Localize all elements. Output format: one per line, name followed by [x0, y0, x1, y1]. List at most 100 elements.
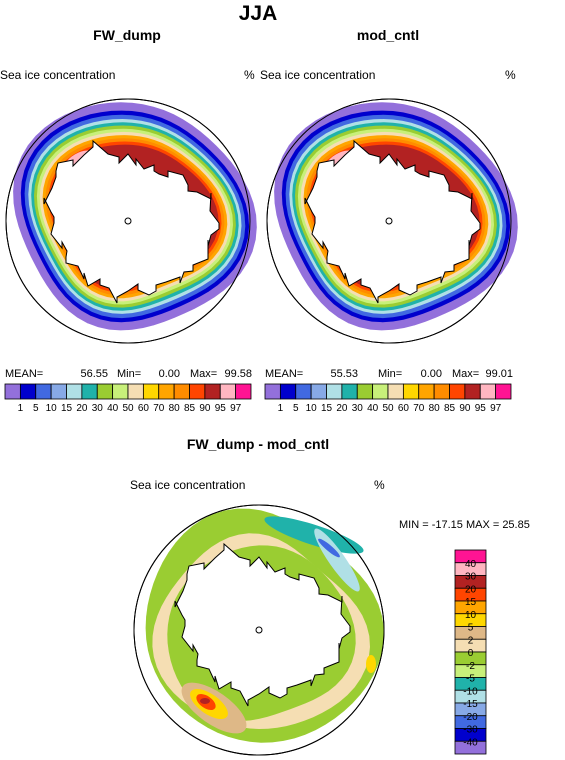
panel-3-colorbar-tick-label: -10	[463, 686, 478, 697]
panel-1-frame-outline	[5, 98, 251, 344]
panel-1-colorbar-swatch	[35, 383, 52, 400]
panel-2-colorbar-swatch	[341, 383, 358, 400]
panel-2-min-label: Min=	[378, 368, 402, 380]
panel-3-colorbar-tick-label: -15	[463, 699, 478, 710]
panel-3-colorbar-tick-label: 5	[468, 623, 474, 634]
panel-3-south-pole	[255, 626, 263, 634]
panel-3-title: FW_dump - mod_cntl	[187, 436, 329, 452]
panel-2-frame-outline	[266, 98, 512, 344]
panel-3-colorbar-tick-label: -20	[463, 712, 478, 723]
panel-1-colorbar-tick-label: 60	[138, 403, 150, 414]
panel-2-min-value: 0.00	[421, 368, 442, 380]
panel-2-max-label: Max=	[452, 368, 479, 380]
panel-2-colorbar-tick-label: 30	[352, 403, 364, 414]
panel-3-colorbar-tick-label: 40	[465, 559, 477, 570]
panel-3-colorbar-tick-label: 20	[465, 584, 477, 595]
panel-1-polar-map	[5, 98, 257, 344]
panel-2-mean-value: 55.53	[330, 368, 358, 380]
panel-1-max-value: 99.58	[224, 368, 252, 380]
diff-negative-patch	[264, 516, 364, 554]
panel-1-colorbar-swatch	[19, 383, 37, 400]
panel-2-max-value: 99.01	[485, 368, 513, 380]
panel-1-colorbar-tick-label: 40	[107, 403, 119, 414]
panel-1-colorbar: 1 5 10 15 20 30 40 50 60 70 80 85 90 95 97	[4, 383, 252, 414]
panel-2-unit-label: %	[505, 68, 516, 82]
panel-1-colorbar-swatch	[81, 383, 98, 400]
panel-3-frame-outline	[133, 504, 385, 756]
panel-2-colorbar-tick-label: 95	[475, 403, 487, 414]
panel-2-colorbar-tick-label: 70	[413, 403, 425, 414]
panel-1-colorbar-swatch	[158, 383, 175, 400]
panel-3-colorbar-tick-label: -30	[463, 725, 478, 736]
panel-1-variable-label: Sea ice concentration	[0, 68, 115, 82]
panel-1-colorbar-swatch	[112, 383, 129, 400]
panel-2-colorbar-tick-label: 20	[336, 403, 348, 414]
panel-1-colorbar-swatch	[96, 383, 114, 400]
panel-3-polar-map	[133, 504, 385, 756]
panel-3-variable-label: Sea ice concentration	[130, 478, 245, 492]
panel-2-variable-label: Sea ice concentration	[260, 68, 375, 82]
panel-1-colorbar-tick-label: 70	[153, 403, 165, 414]
panel-1-min-value: 0.00	[159, 368, 180, 380]
panel-1-colorbar-swatch	[4, 383, 21, 400]
panel-1-colorbar-swatch	[50, 383, 67, 400]
panel-1-colorbar-swatch	[235, 383, 252, 400]
panel-2-colorbar-swatch	[433, 383, 450, 400]
panel-1-max-label: Max=	[190, 368, 217, 380]
panel-1-colorbar-tick-label: 20	[76, 403, 88, 414]
panel-2-south-pole	[385, 217, 393, 225]
panel-1-colorbar-swatch	[204, 383, 221, 400]
panel-1-colorbar-tick-label: 30	[92, 403, 104, 414]
panel-2-mean-label: MEAN=	[265, 368, 303, 380]
panel-1-title: FW_dump	[93, 27, 161, 43]
panel-2-colorbar-swatch	[387, 383, 404, 400]
panel-1-mean-value: 56.55	[80, 368, 108, 380]
panel-2-colorbar-swatch	[372, 383, 389, 400]
panel-1-colorbar-tick-label: 97	[230, 403, 242, 414]
panel-1-colorbar-tick-label: 90	[199, 403, 211, 414]
panel-3-colorbar-tick-label: -40	[463, 737, 478, 748]
panel-1-mean-label: MEAN=	[5, 368, 43, 380]
panel-3-colorbar-tick-label: -5	[466, 674, 475, 685]
panel-1-colorbar-tick-label: 80	[169, 403, 181, 414]
panel-3-colorbar-swatch	[454, 740, 487, 755]
panel-3-colorbar-tick-label: 0	[468, 648, 474, 659]
panel-1-colorbar-swatch	[142, 383, 160, 400]
panel-1-colorbar-tick-label: 5	[33, 403, 39, 414]
panel-2-colorbar-tick-label: 90	[459, 403, 471, 414]
panel-2-title: mod_cntl	[357, 27, 419, 43]
panel-2-colorbar-tick-label: 10	[306, 403, 318, 414]
panel-2-colorbar-swatch	[326, 383, 343, 400]
panel-2-colorbar-swatch	[264, 383, 281, 400]
panel-2-colorbar-tick-label: 50	[382, 403, 394, 414]
panel-1-colorbar-tick-label: 50	[122, 403, 134, 414]
panel-2-colorbar-swatch	[402, 383, 420, 400]
panel-1-colorbar-tick-label: 15	[61, 403, 73, 414]
panel-3-continent	[174, 542, 351, 707]
panel-1-colorbar-tick-label: 1	[18, 403, 24, 414]
panel-2-colorbar-swatch	[479, 383, 497, 400]
panel-3-colorbar-tick-label: 15	[465, 597, 477, 608]
panel-2-colorbar-tick-label: 85	[444, 403, 456, 414]
panel-2-colorbar-tick-label: 5	[293, 403, 299, 414]
diff-positive-patch	[200, 698, 210, 704]
panel-2-colorbar-swatch	[418, 383, 435, 400]
panel-1-colorbar-tick-label: 85	[184, 403, 196, 414]
panel-1-colorbar-swatch	[66, 383, 83, 400]
panel-2-colorbar-tick-label: 60	[398, 403, 410, 414]
panel-1-colorbar-swatch	[189, 383, 206, 400]
panel-1-colorbar-swatch	[173, 383, 190, 400]
panel-2-colorbar-swatch	[295, 383, 312, 400]
panel-3-colorbar-tick-label: 10	[465, 610, 477, 621]
panel-3-colorbar-tick-label: -2	[466, 661, 475, 672]
panel-2-polar-map	[266, 98, 518, 344]
panel-3-stats: MIN = -17.15 MAX = 25.85	[399, 519, 530, 531]
panel-3-colorbar-tick-label: 2	[468, 635, 474, 646]
panel-1-min-label: Min=	[117, 368, 141, 380]
panel-2-colorbar-tick-label: 97	[490, 403, 502, 414]
panel-2-colorbar-swatch	[279, 383, 297, 400]
panel-2-colorbar-swatch	[310, 383, 327, 400]
panel-2-continent	[304, 139, 481, 304]
panel-1-continent	[43, 139, 220, 304]
